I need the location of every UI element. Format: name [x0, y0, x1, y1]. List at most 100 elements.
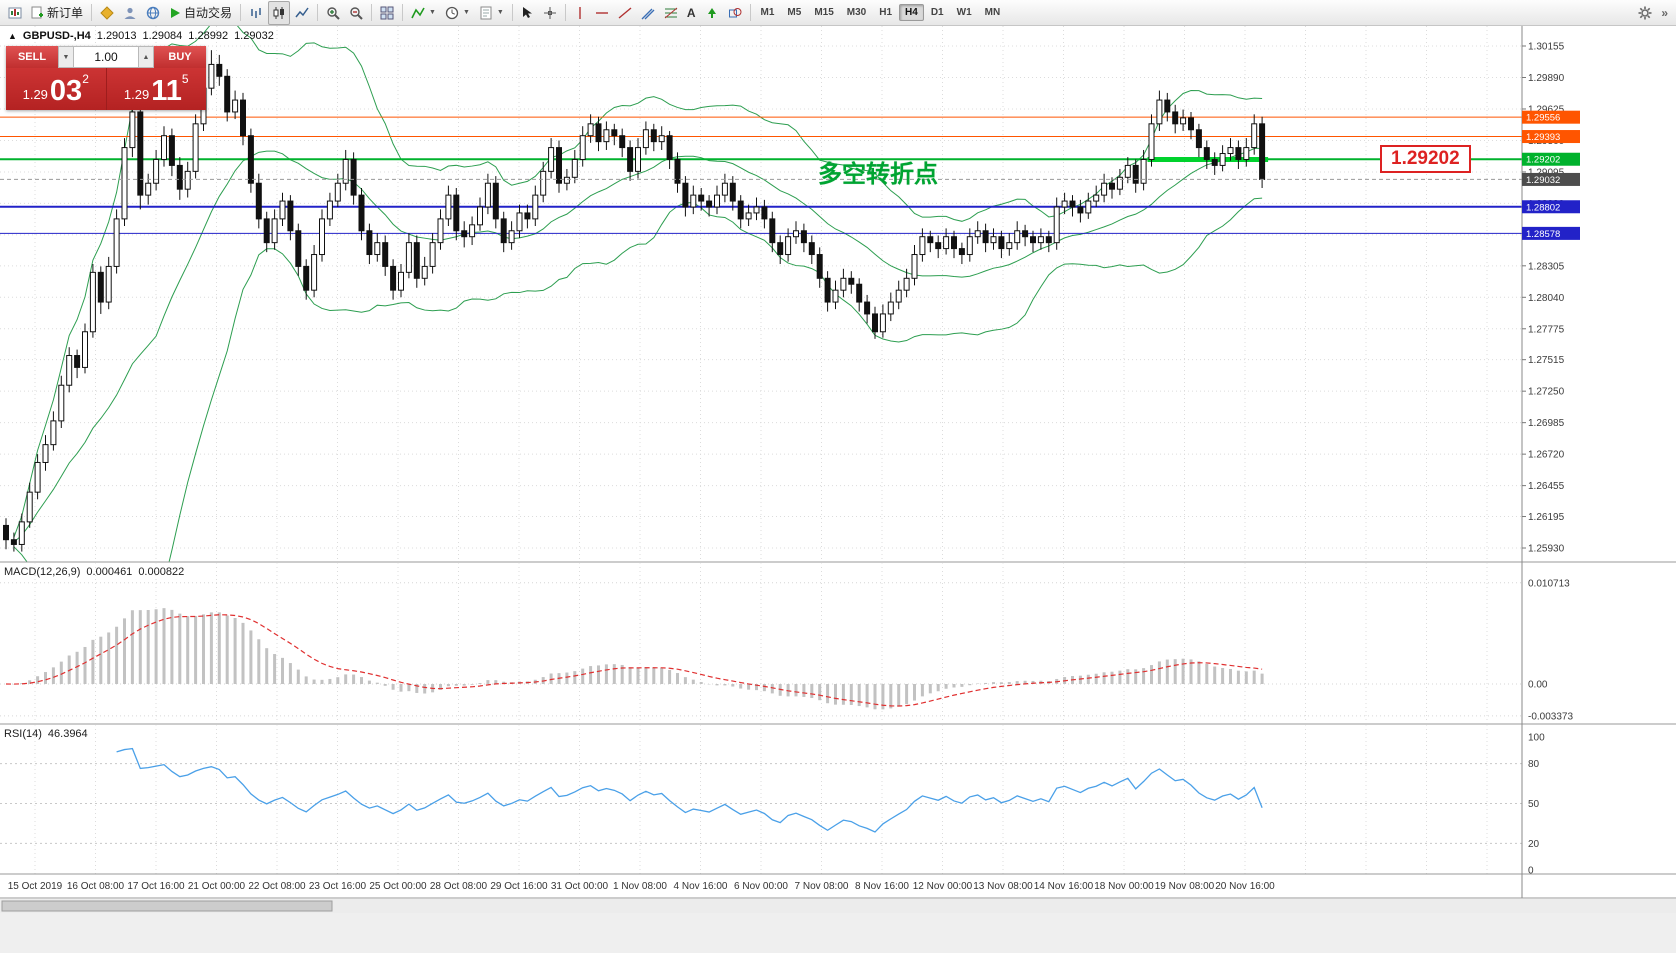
- plus-doc-icon: [31, 6, 43, 19]
- svg-text:6 Nov 00:00: 6 Nov 00:00: [734, 881, 788, 892]
- metaquotes-icon[interactable]: [96, 1, 118, 25]
- templates-button[interactable]: ▼: [475, 1, 508, 25]
- svg-text:20 Nov 16:00: 20 Nov 16:00: [1215, 881, 1275, 892]
- horizontal-line-icon[interactable]: [591, 1, 613, 25]
- svg-text:0.00: 0.00: [1528, 680, 1548, 691]
- svg-text:1.28578: 1.28578: [1526, 229, 1560, 240]
- chart-window[interactable]: 1.301551.298901.296251.293601.290951.288…: [0, 26, 1676, 953]
- tile-windows-icon[interactable]: [376, 1, 398, 25]
- volume-dropdown-button[interactable]: ▼: [58, 46, 74, 68]
- crosshair-icon[interactable]: [539, 1, 561, 25]
- community-icon[interactable]: [142, 1, 164, 25]
- bid-price[interactable]: 1.29 03 2: [6, 68, 107, 110]
- svg-text:1.28305: 1.28305: [1528, 261, 1565, 272]
- candlesticks: [3, 50, 1266, 552]
- new-order-label: 新订单: [47, 6, 84, 20]
- timeframe-m5[interactable]: M5: [787, 7, 802, 18]
- toolbar-separator: [240, 4, 242, 21]
- cursor-icon[interactable]: [517, 1, 538, 25]
- svg-text:29 Oct 16:00: 29 Oct 16:00: [490, 881, 548, 892]
- timeframe-d1[interactable]: D1: [930, 7, 944, 18]
- symbol-title: GBPUSD-,H4: [22, 30, 91, 42]
- bid-ask-row: 1.29 03 2 1.29 11 5: [6, 68, 206, 110]
- svg-text:1.26985: 1.26985: [1528, 418, 1565, 429]
- bid-sup: 2: [82, 72, 89, 86]
- svg-text:28 Oct 08:00: 28 Oct 08:00: [430, 881, 488, 892]
- zoom-out-icon[interactable]: [345, 1, 367, 25]
- svg-text:21 Oct 00:00: 21 Oct 00:00: [188, 881, 246, 892]
- timeframe-m30[interactable]: M30: [846, 7, 867, 18]
- profiles-icon[interactable]: [119, 1, 141, 25]
- svg-text:1.30155: 1.30155: [1528, 42, 1565, 53]
- periods-button[interactable]: ▼: [441, 1, 474, 25]
- settings-gear-icon[interactable]: [1634, 1, 1656, 25]
- clock-icon: [445, 6, 459, 19]
- ask-price[interactable]: 1.29 11 5: [107, 68, 207, 110]
- toolbar-overflow-icon[interactable]: »: [1661, 5, 1668, 20]
- timeframe-m15[interactable]: M15: [814, 7, 834, 18]
- timeframe-h1[interactable]: H1: [879, 7, 893, 18]
- template-icon: [480, 6, 492, 19]
- svg-text:23 Oct 16:00: 23 Oct 16:00: [309, 881, 367, 892]
- svg-text:1.29625: 1.29625: [1528, 104, 1565, 115]
- toolbar-separator: [371, 4, 373, 21]
- vertical-line-icon[interactable]: [570, 1, 590, 25]
- volume-input[interactable]: 1.00: [74, 46, 138, 68]
- toolbar-separator: [511, 4, 513, 21]
- indicators-button[interactable]: ▼: [407, 1, 440, 25]
- fibonacci-icon[interactable]: [660, 1, 682, 25]
- chart-candles-icon[interactable]: [268, 0, 291, 25]
- new-chart-icon[interactable]: [4, 1, 26, 25]
- chart-grid: [0, 26, 1522, 874]
- timeframe-mn[interactable]: MN: [984, 7, 1001, 18]
- svg-text:4 Nov 16:00: 4 Nov 16:00: [674, 881, 728, 892]
- price-axis[interactable]: 1.301551.298901.296251.293601.290951.288…: [1522, 42, 1580, 877]
- new-order-button[interactable]: 新订单: [27, 1, 87, 25]
- shapes-icon[interactable]: [724, 1, 746, 25]
- one-click-trading-panel: SELL ▼ 1.00 ▲ BUY 1.29 03 2 1.29 11 5: [6, 46, 206, 110]
- svg-text:80: 80: [1528, 759, 1540, 770]
- svg-text:1.29393: 1.29393: [1526, 132, 1560, 143]
- trade-buttons-row: SELL ▼ 1.00 ▲ BUY: [6, 46, 206, 68]
- chart-bars-icon[interactable]: [245, 1, 267, 25]
- svg-text:1.27775: 1.27775: [1528, 324, 1565, 335]
- price-level-flag[interactable]: 1.29202: [1380, 145, 1471, 173]
- autotrading-button[interactable]: 自动交易: [165, 1, 236, 25]
- chevron-down-icon: ▼: [462, 9, 470, 16]
- svg-text:20: 20: [1528, 839, 1540, 850]
- turning-point-annotation: 多空转折点: [818, 161, 938, 188]
- chart-line-icon[interactable]: [291, 1, 313, 25]
- zoom-in-icon[interactable]: [322, 1, 344, 25]
- text-label-icon[interactable]: A: [686, 5, 696, 20]
- timeframe-m1[interactable]: M1: [760, 7, 775, 18]
- volume-up-button[interactable]: ▲: [138, 46, 154, 68]
- trendline-icon[interactable]: [614, 1, 636, 25]
- chevron-down-icon: ▼: [496, 9, 504, 16]
- svg-text:1.26195: 1.26195: [1528, 512, 1565, 523]
- sell-button[interactable]: SELL: [6, 46, 58, 68]
- bid-big: 03: [49, 75, 83, 107]
- channel-icon[interactable]: [637, 1, 659, 25]
- svg-text:1 Nov 08:00: 1 Nov 08:00: [613, 881, 667, 892]
- price-chart-canvas[interactable]: 1.301551.298901.296251.293601.290951.288…: [0, 26, 1676, 953]
- svg-text:19 Nov 08:00: 19 Nov 08:00: [1155, 881, 1215, 892]
- time-axis[interactable]: 15 Oct 2019 16 Oct 08:00 17 Oct 16:00 21 Oc…: [8, 881, 1275, 892]
- ohlc-open: 1.29013: [96, 30, 137, 42]
- buy-button[interactable]: BUY: [154, 46, 206, 68]
- macd-name: MACD(12,26,9): [4, 566, 81, 578]
- svg-text:13 Nov 08:00: 13 Nov 08:00: [973, 881, 1033, 892]
- svg-text:14 Nov 16:00: 14 Nov 16:00: [1034, 881, 1094, 892]
- chevron-down-icon: ▼: [429, 9, 436, 16]
- ohlc-low: 1.28992: [188, 30, 229, 42]
- macd-value-main: 0.000461: [86, 566, 133, 578]
- svg-text:16 Oct 08:00: 16 Oct 08:00: [67, 881, 125, 892]
- horizontal-scrollbar-thumb[interactable]: [1, 900, 333, 912]
- one-click-trading-toggle[interactable]: ▲: [8, 31, 17, 41]
- timeframe-h4[interactable]: H4: [899, 4, 924, 21]
- ask-base: 1.29: [123, 87, 150, 102]
- arrows-icon[interactable]: [701, 1, 723, 25]
- svg-text:22 Oct 08:00: 22 Oct 08:00: [248, 881, 306, 892]
- svg-text:0.010713: 0.010713: [1528, 578, 1570, 589]
- timeframe-w1[interactable]: W1: [956, 7, 972, 18]
- rsi-value: 46.3964: [47, 728, 88, 740]
